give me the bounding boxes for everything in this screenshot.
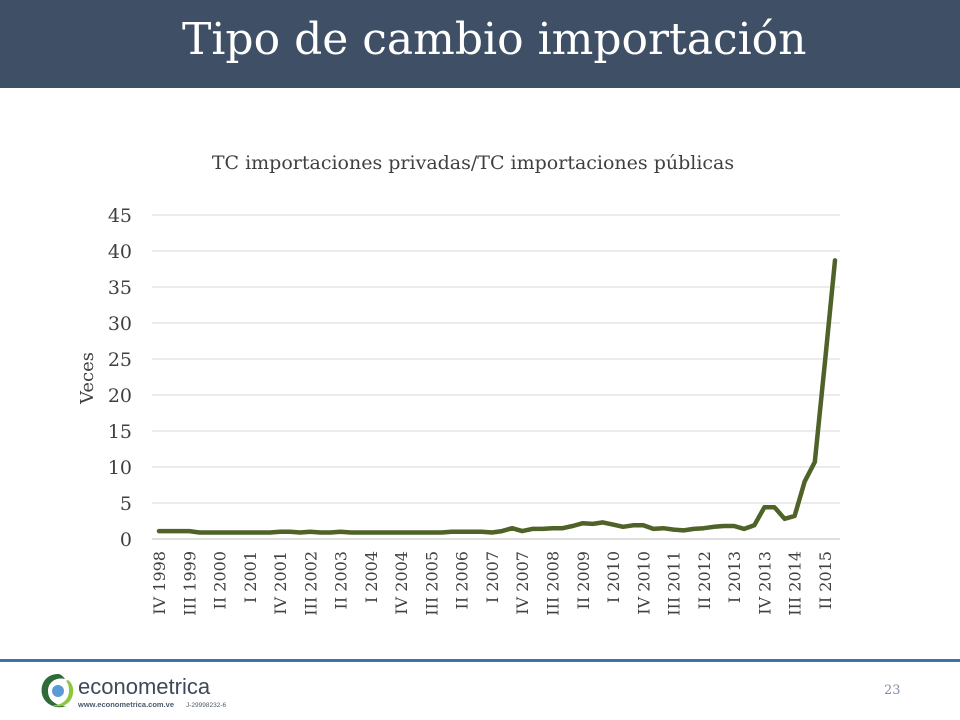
line-chart: 0 5 10 15 20 25 30 35 40 45 IV 1998 III 1999 II 200…	[77, 205, 840, 616]
x-tick-label: I 2004	[362, 551, 381, 603]
y-axis-label: Veces	[77, 352, 98, 405]
x-tick-label: II 2003	[332, 551, 351, 609]
x-tick-label: I 2013	[725, 551, 744, 603]
x-tick-label: III 2014	[786, 551, 805, 616]
econometrica-logo: econometrica www.econometrica.com.ve J-2…	[41, 674, 226, 709]
logo-rif: J-29998232-6	[186, 702, 226, 709]
footer-rule	[0, 659, 960, 662]
y-tick-label: 35	[108, 277, 132, 299]
slide-title: Tipo de cambio importación	[182, 14, 807, 65]
y-tick-label: 15	[108, 421, 132, 443]
logo-wordmark: econometrica	[78, 674, 211, 699]
x-tick-label: IV 2001	[271, 551, 290, 615]
x-tick-label: II 2000	[211, 551, 230, 609]
x-tick-labels: IV 1998 III 1999 II 2000 I 2001 IV 2001 III 2…	[150, 551, 835, 616]
x-tick-label: IV 2007	[513, 551, 532, 615]
x-tick-label: IV 1998	[150, 551, 169, 615]
y-tick-label: 25	[108, 349, 132, 371]
x-tick-label: IV 2010	[634, 551, 653, 615]
page-number: 23	[884, 683, 901, 698]
x-tick-label: III 2008	[543, 551, 562, 616]
x-tick-label: IV 2004	[392, 551, 411, 615]
x-tick-label: III 2005	[422, 551, 441, 616]
chart-title: TC importaciones privadas/TC importacion…	[211, 152, 735, 174]
y-tick-label: 5	[120, 493, 132, 515]
x-tick-label: I 2001	[241, 551, 260, 603]
x-tick-label: II 2009	[574, 551, 593, 609]
y-tick-label: 30	[108, 313, 132, 335]
x-tick-label: I 2010	[604, 551, 623, 603]
gridlines	[152, 214, 840, 540]
x-tick-label: III 2002	[301, 551, 320, 616]
logo-mark-icon	[41, 674, 74, 708]
logo-url: www.econometrica.com.ve	[77, 700, 174, 709]
series-layer	[156, 258, 838, 535]
series-line	[156, 258, 838, 535]
y-tick-label: 40	[108, 241, 132, 263]
x-tick-label: III 2011	[665, 551, 684, 616]
x-tick-label: II 2012	[695, 551, 714, 609]
x-tick-label: II 2015	[816, 551, 835, 609]
y-tick-label: 0	[120, 529, 132, 551]
y-tick-label: 45	[108, 205, 132, 227]
x-tick-label: II 2006	[453, 551, 472, 609]
x-tick-label: I 2007	[483, 551, 502, 603]
y-tick-labels: 0 5 10 15 20 25 30 35 40 45	[108, 205, 132, 551]
y-tick-label: 10	[108, 457, 132, 479]
x-tick-label: III 1999	[180, 551, 199, 616]
y-tick-label: 20	[108, 385, 132, 407]
title-bar	[0, 0, 960, 88]
x-tick-label: IV 2013	[755, 551, 774, 615]
